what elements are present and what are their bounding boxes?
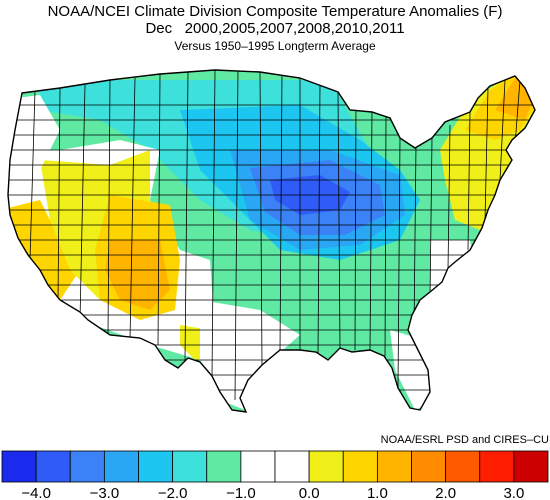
color-bin [445, 450, 481, 483]
color-bin [172, 450, 208, 483]
map-subtitle-baseline: Versus 1950–1995 Longterm Average [174, 39, 376, 53]
color-bar-tick-label: −1.0 [226, 485, 256, 500]
color-bar-tick-label: −3.0 [90, 485, 120, 500]
color-bin [411, 450, 447, 483]
color-bin [1, 450, 37, 483]
color-bar-tick-label: −4.0 [21, 485, 51, 500]
color-bar-tick-label: 3.0 [503, 485, 524, 500]
color-bin [206, 450, 242, 483]
color-bar: −4.0−3.0−2.0−1.00.01.02.03.04.0 [1, 450, 549, 500]
color-bin [513, 450, 549, 483]
division-grid [8, 70, 535, 401]
map-subtitle-years: Dec 2000,2005,2007,2008,2010,2011 [145, 20, 405, 37]
color-bin [274, 450, 310, 483]
color-bin [342, 450, 378, 483]
map-title: NOAA/NCEI Climate Division Composite Tem… [47, 3, 503, 20]
color-bin [69, 450, 105, 483]
credit-text: NOAA/ESRL PSD and CIRES–CU [380, 434, 549, 446]
color-bin [308, 450, 344, 483]
color-bin [479, 450, 515, 483]
color-bin [376, 450, 412, 483]
color-bar-tick-label: 0.0 [299, 485, 320, 500]
color-bin [240, 450, 276, 483]
color-bar-tick-label: −2.0 [158, 485, 188, 500]
color-bin [138, 450, 174, 483]
color-bar-tick-label: 2.0 [435, 485, 456, 500]
color-bar-tick-label: 1.0 [367, 485, 388, 500]
color-bin [35, 450, 71, 483]
color-bin [103, 450, 139, 483]
us-anomaly-map [7, 69, 536, 413]
